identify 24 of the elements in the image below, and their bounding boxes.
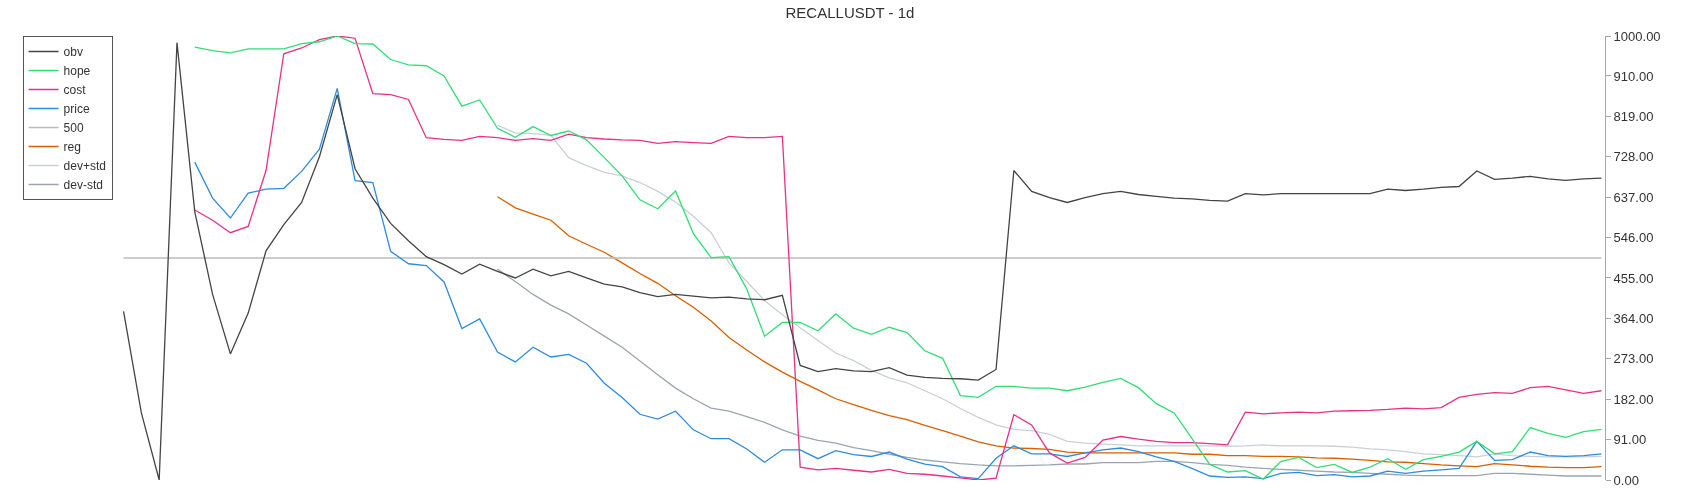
legend-label: price — [63, 102, 90, 117]
legend-label: cost — [63, 83, 87, 98]
line-series — [496, 268, 1603, 477]
y-tick-label: 910.00 — [1613, 68, 1654, 84]
legend-label: hope — [63, 64, 91, 79]
y-tick-label: 455.00 — [1613, 270, 1654, 286]
legend-label: 500 — [63, 121, 84, 136]
y-tick-label: 182.00 — [1613, 391, 1654, 407]
line-series — [496, 196, 1603, 469]
y-tick-label: 728.00 — [1613, 149, 1654, 165]
y-tick-label: 0.00 — [1613, 472, 1639, 488]
line-series — [496, 124, 1603, 458]
y-tick-label: 273.00 — [1613, 351, 1654, 367]
y-tick-label: 1000.00 — [1613, 28, 1661, 44]
chart-title: RECALLUSDT - 1d — [785, 4, 915, 21]
y-tick-label: 91.00 — [1613, 432, 1647, 448]
legend-label: dev+std — [63, 159, 106, 174]
y-tick-label: 819.00 — [1613, 108, 1654, 124]
legend-label: dev-std — [63, 178, 103, 193]
y-tick-label: 546.00 — [1613, 230, 1654, 246]
legend-label: reg — [63, 140, 81, 155]
y-tick-label: 364.00 — [1613, 310, 1654, 326]
y-tick-label: 637.00 — [1613, 189, 1654, 205]
legend-label: obv — [63, 45, 83, 60]
